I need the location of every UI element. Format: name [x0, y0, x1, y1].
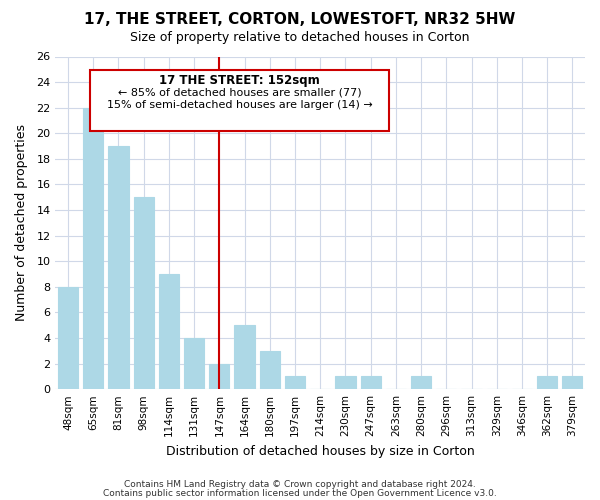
Y-axis label: Number of detached properties: Number of detached properties	[15, 124, 28, 322]
Bar	[184, 338, 204, 389]
Text: 15% of semi-detached houses are larger (14) →: 15% of semi-detached houses are larger (…	[107, 100, 373, 110]
X-axis label: Distribution of detached houses by size in Corton: Distribution of detached houses by size …	[166, 444, 475, 458]
Bar	[235, 325, 254, 389]
Bar	[58, 287, 78, 389]
Text: Size of property relative to detached houses in Corton: Size of property relative to detached ho…	[130, 31, 470, 44]
Bar	[335, 376, 356, 389]
Text: Contains public sector information licensed under the Open Government Licence v3: Contains public sector information licen…	[103, 489, 497, 498]
Bar	[285, 376, 305, 389]
Bar	[562, 376, 583, 389]
Bar	[411, 376, 431, 389]
Bar	[159, 274, 179, 389]
Text: ← 85% of detached houses are smaller (77): ← 85% of detached houses are smaller (77…	[118, 87, 362, 97]
FancyBboxPatch shape	[90, 70, 389, 132]
Bar	[361, 376, 381, 389]
Text: 17 THE STREET: 152sqm: 17 THE STREET: 152sqm	[160, 74, 320, 87]
Text: 17, THE STREET, CORTON, LOWESTOFT, NR32 5HW: 17, THE STREET, CORTON, LOWESTOFT, NR32 …	[85, 12, 515, 28]
Bar	[260, 351, 280, 389]
Bar	[209, 364, 229, 389]
Bar	[134, 197, 154, 389]
Text: Contains HM Land Registry data © Crown copyright and database right 2024.: Contains HM Land Registry data © Crown c…	[124, 480, 476, 489]
Bar	[537, 376, 557, 389]
Bar	[83, 108, 103, 389]
Bar	[109, 146, 128, 389]
